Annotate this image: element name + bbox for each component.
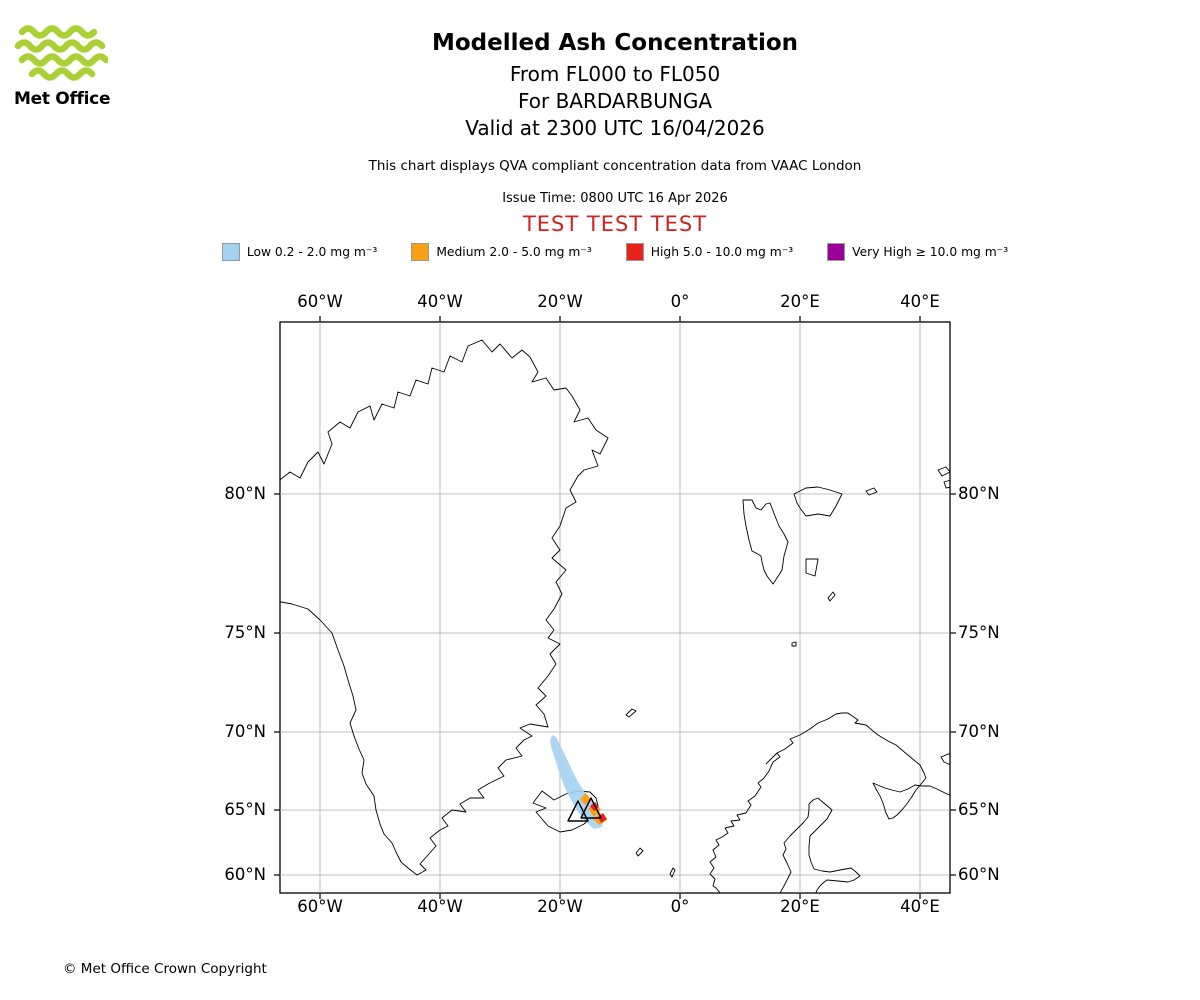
legend-swatch-high bbox=[625, 243, 644, 261]
lon-label-top-1: 40°W bbox=[417, 292, 463, 311]
page-title: Modelled Ash Concentration bbox=[431, 30, 799, 56]
faroe-islands bbox=[635, 847, 644, 857]
lon-label-bottom-5: 40°E bbox=[900, 897, 940, 916]
lon-label-bottom-3: 0° bbox=[670, 897, 690, 916]
issue-time: Issue Time: 0800 UTC 16 Apr 2026 bbox=[502, 191, 728, 206]
kvitoya-island bbox=[865, 487, 878, 496]
legend-swatch-medium bbox=[411, 243, 430, 261]
legend-item-medium: Medium 2.0 - 5.0 mg m⁻³ bbox=[411, 243, 592, 261]
bear-island bbox=[791, 641, 797, 647]
lon-label-bottom-4: 20°E bbox=[780, 897, 820, 916]
lat-label-left-0: 80°N bbox=[224, 484, 266, 503]
map-frame bbox=[279, 321, 951, 894]
lat-label-right-3: 65°N bbox=[958, 800, 1000, 819]
copyright-notice: © Met Office Crown Copyright bbox=[63, 961, 267, 977]
lat-label-left-3: 65°N bbox=[224, 800, 266, 819]
edgeoya-coastline bbox=[805, 558, 819, 577]
legend-label-low: Low 0.2 - 2.0 mg m⁻³ bbox=[246, 245, 378, 259]
axis-ticks bbox=[274, 316, 956, 899]
legend-label-very-high: Very High ≥ 10.0 mg m⁻³ bbox=[852, 245, 1009, 259]
scandinavia-coastline bbox=[709, 712, 950, 893]
baltic-coastline bbox=[779, 797, 861, 893]
lon-label-top-2: 20°W bbox=[537, 292, 583, 311]
met-office-logo-waves-icon bbox=[14, 25, 110, 81]
lon-label-bottom-0: 60°W bbox=[297, 897, 343, 916]
kanin-peninsula bbox=[940, 752, 950, 766]
test-banner: TEST TEST TEST bbox=[522, 212, 708, 236]
lat-label-right-2: 70°N bbox=[958, 722, 1000, 741]
legend-item-low: Low 0.2 - 2.0 mg m⁻³ bbox=[221, 243, 378, 261]
ash-concentration-map bbox=[274, 316, 956, 899]
legend-swatch-low bbox=[221, 243, 240, 261]
lat-label-left-2: 70°N bbox=[224, 722, 266, 741]
jan-mayen-island bbox=[625, 708, 637, 718]
lat-label-right-1: 75°N bbox=[958, 623, 1000, 642]
shetland-islands bbox=[669, 867, 676, 878]
lat-label-right-0: 80°N bbox=[958, 484, 1000, 503]
qva-description: This chart displays QVA compliant concen… bbox=[368, 158, 862, 174]
ash-contour-triangles bbox=[567, 797, 602, 822]
lon-label-bottom-2: 20°W bbox=[537, 897, 583, 916]
greenland-coastline bbox=[280, 339, 609, 876]
lon-label-bottom-1: 40°W bbox=[417, 897, 463, 916]
lon-label-top-4: 20°E bbox=[780, 292, 820, 311]
legend-item-high: High 5.0 - 10.0 mg m⁻³ bbox=[625, 243, 794, 261]
spitsbergen-coastline bbox=[742, 499, 789, 585]
lon-label-top-3: 0° bbox=[670, 292, 690, 311]
subtitle-valid-time: Valid at 2300 UTC 16/04/2026 bbox=[465, 116, 765, 140]
met-office-logo-text: Met Office bbox=[14, 89, 111, 109]
ash-area-low bbox=[550, 735, 604, 829]
franz-josef-islands bbox=[937, 466, 950, 489]
lat-label-right-4: 60°N bbox=[958, 865, 1000, 884]
subtitle-flight-levels: From FL000 to FL050 bbox=[509, 62, 721, 86]
lofoten-islands bbox=[765, 752, 778, 765]
legend-label-medium: Medium 2.0 - 5.0 mg m⁻³ bbox=[436, 245, 592, 259]
hopen-island bbox=[827, 591, 836, 602]
legend-item-very-high: Very High ≥ 10.0 mg m⁻³ bbox=[827, 243, 1008, 261]
legend-swatch-very-high bbox=[827, 243, 846, 261]
subtitle-volcano: For BARDARBUNGA bbox=[517, 89, 713, 113]
nordaustlandet-coastline bbox=[793, 486, 843, 517]
met-office-logo: Met Office bbox=[14, 24, 134, 109]
lat-label-left-4: 60°N bbox=[224, 865, 266, 884]
lon-label-top-0: 60°W bbox=[297, 292, 343, 311]
concentration-legend: Low 0.2 - 2.0 mg m⁻³ Medium 2.0 - 5.0 mg… bbox=[30, 243, 1200, 261]
lat-label-left-1: 75°N bbox=[224, 623, 266, 642]
lon-label-top-5: 40°E bbox=[900, 292, 940, 311]
graticule-grid bbox=[280, 322, 950, 893]
legend-label-high: High 5.0 - 10.0 mg m⁻³ bbox=[650, 245, 794, 259]
